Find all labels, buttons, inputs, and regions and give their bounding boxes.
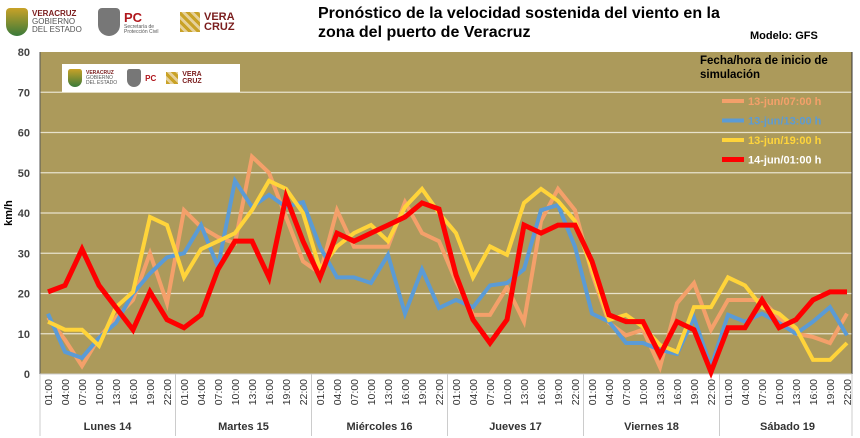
x-tick-label: 04:00 xyxy=(196,379,208,405)
x-tick-label: 04:00 xyxy=(332,379,344,405)
x-tick-label: 19:00 xyxy=(553,379,565,405)
y-tick-label: 10 xyxy=(18,329,30,341)
x-tick-label: 19:00 xyxy=(825,379,837,405)
plot-logo-watermark: VERACRUZ GOBIERNO DEL ESTADO PC VERA CRUZ xyxy=(62,64,240,92)
title-line-1: Pronóstico de la velocidad sostenida del… xyxy=(318,5,720,22)
day-label: Sábado 19 xyxy=(760,421,815,433)
header-logos: VERACRUZ GOBIERNO DEL ESTADO PC Secretaría … xyxy=(6,8,235,36)
x-tick-label: 16:00 xyxy=(128,379,140,405)
x-tick-label: 22:00 xyxy=(434,379,446,405)
chart-title: Pronóstico de la velocidad sostenida del… xyxy=(318,4,720,42)
title-line-2: zona del puerto de Veracruz xyxy=(318,24,531,41)
x-tick-label: 01:00 xyxy=(587,379,599,405)
x-tick-label: 07:00 xyxy=(621,379,633,405)
x-tick-label: 07:00 xyxy=(349,379,361,405)
x-tick-label: 16:00 xyxy=(400,379,412,405)
x-tick-label: 10:00 xyxy=(94,379,106,405)
x-tick-label: 22:00 xyxy=(842,379,854,405)
legend-label: 13-jun/19:00 h xyxy=(748,135,822,147)
x-tick-label: 07:00 xyxy=(77,379,89,405)
y-tick-label: 70 xyxy=(18,87,30,99)
x-tick-label: 10:00 xyxy=(230,379,242,405)
x-tick-label: 01:00 xyxy=(43,379,55,405)
legend-label: 13-jun/07:00 h xyxy=(748,96,822,108)
x-tick-label: 13:00 xyxy=(383,379,395,405)
x-tick-label: 22:00 xyxy=(298,379,310,405)
x-tick-label: 04:00 xyxy=(740,379,752,405)
legend-label: 14-jun/01:00 h xyxy=(748,155,822,167)
x-tick-label: 22:00 xyxy=(706,379,718,405)
x-tick-label: 04:00 xyxy=(468,379,480,405)
x-tick-label: 16:00 xyxy=(536,379,548,405)
x-tick-label: 10:00 xyxy=(366,379,378,405)
x-tick-label: 13:00 xyxy=(519,379,531,405)
series-line-13-jun-19-00-h xyxy=(47,178,849,362)
x-tick-label: 22:00 xyxy=(162,379,174,405)
x-tick-label: 19:00 xyxy=(281,379,293,405)
x-tick-label: 01:00 xyxy=(315,379,327,405)
proteccion-civil-logo: PC Secretaría de Protección Civil xyxy=(98,8,164,36)
legend-label: 13-jun/13:00 h xyxy=(748,116,822,128)
y-tick-label: 30 xyxy=(18,248,30,260)
legend-title-line-2: simulación xyxy=(700,69,760,81)
x-tick-label: 13:00 xyxy=(111,379,123,405)
veracruz-government-logo: VERACRUZ GOBIERNO DEL ESTADO xyxy=(6,8,82,36)
day-label: Viernes 18 xyxy=(624,421,679,433)
x-tick-label: 04:00 xyxy=(604,379,616,405)
x-tick-label: 16:00 xyxy=(808,379,820,405)
model-label: Modelo: GFS xyxy=(750,30,818,42)
legend-title-line-1: Fecha/hora de inicio de xyxy=(700,55,828,67)
y-tick-label: 0 xyxy=(24,369,30,381)
veracruz-brand-logo: VERA CRUZ xyxy=(180,12,235,33)
x-tick-label: 07:00 xyxy=(213,379,225,405)
x-tick-label: 07:00 xyxy=(485,379,497,405)
x-tick-label: 13:00 xyxy=(791,379,803,405)
x-tick-label: 16:00 xyxy=(672,379,684,405)
x-tick-label: 13:00 xyxy=(655,379,667,405)
x-tick-label: 01:00 xyxy=(723,379,735,405)
day-label: Jueves 17 xyxy=(489,421,542,433)
x-tick-label: 10:00 xyxy=(774,379,786,405)
x-tick-label: 10:00 xyxy=(638,379,650,405)
y-tick-label: 20 xyxy=(18,289,30,301)
x-tick-label: 16:00 xyxy=(264,379,276,405)
y-tick-label: 80 xyxy=(18,47,30,59)
day-label: Lunes 14 xyxy=(84,421,133,433)
x-tick-label: 01:00 xyxy=(179,379,191,405)
y-tick-label: 40 xyxy=(18,208,30,220)
x-tick-label: 22:00 xyxy=(570,379,582,405)
x-tick-label: 07:00 xyxy=(757,379,769,405)
x-tick-label: 19:00 xyxy=(417,379,429,405)
x-tick-label: 19:00 xyxy=(689,379,701,405)
x-tick-label: 10:00 xyxy=(502,379,514,405)
day-label: Miércoles 16 xyxy=(346,421,412,433)
y-axis-label: km/h xyxy=(3,200,15,226)
x-tick-label: 01:00 xyxy=(451,379,463,405)
series-line-14-jun-01-00-h xyxy=(47,188,847,379)
series-line-13-jun-07-00-h xyxy=(46,152,849,374)
x-tick-label: 13:00 xyxy=(247,379,259,405)
x-tick-label: 19:00 xyxy=(145,379,157,405)
y-tick-label: 50 xyxy=(18,168,30,180)
x-tick-label: 04:00 xyxy=(60,379,72,405)
y-tick-label: 60 xyxy=(18,128,30,140)
day-label: Martes 15 xyxy=(218,421,269,433)
